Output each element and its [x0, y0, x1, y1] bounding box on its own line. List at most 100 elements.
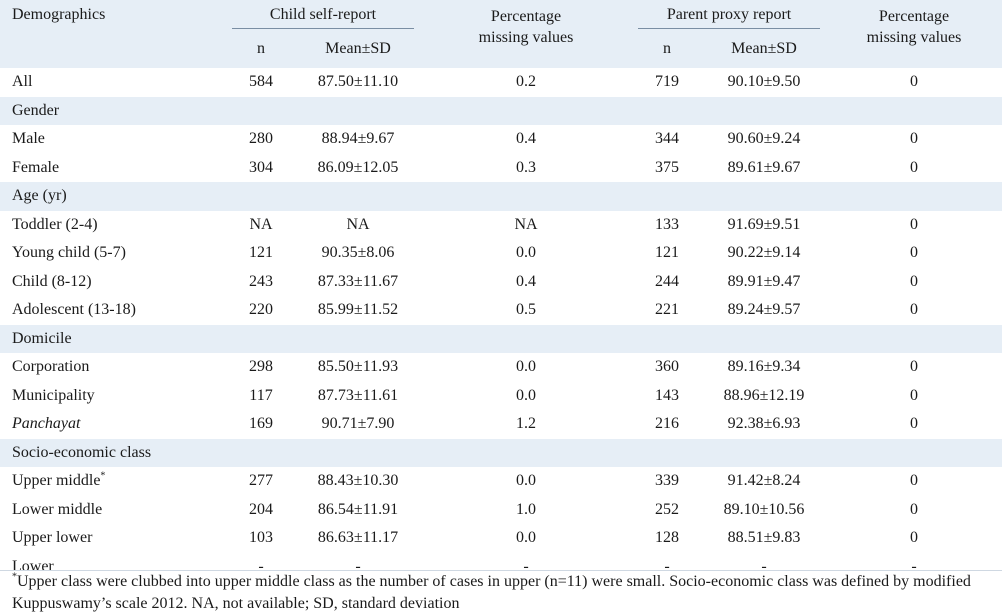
- cell-parent-percentage-missing: 0: [910, 500, 919, 518]
- header-demographics: Demographics: [0, 0, 226, 36]
- cell-child-n: 169: [249, 415, 273, 433]
- table-row: Adolescent (13-18) 220 85.99±11.52 0.5 221 89…: [0, 296, 1002, 325]
- cell-parent-percentage-missing: 0: [910, 244, 919, 262]
- cell-child-mean-sd: 88.43±10.30: [317, 472, 399, 490]
- cell-parent-mean-sd: 92.38±6.93: [727, 415, 801, 433]
- header-child-n: n: [226, 36, 296, 68]
- footnote: *Upper class were clubbed into upper mid…: [12, 571, 997, 615]
- table-header: Demographics Child self-report Percentag…: [0, 0, 1002, 68]
- cell-child-n: 243: [249, 272, 273, 290]
- cell-child-mean-sd: 88.94±9.67: [321, 130, 395, 148]
- row-label-text: Upper lower: [12, 529, 93, 547]
- footnote-divider: [0, 570, 1002, 571]
- header-pct-line1: Percentage: [878, 8, 950, 25]
- cell-child-n: 584: [249, 73, 273, 91]
- header-parent-mean-sd: Mean±SD: [702, 36, 827, 68]
- cell-parent-percentage-missing: 0: [910, 73, 919, 91]
- cell-child-percentage-missing: 0.5: [516, 301, 537, 319]
- cell-parent-mean-sd: 89.61±9.67: [727, 158, 801, 176]
- header-parent-proxy-report-label: Parent proxy report: [638, 6, 821, 29]
- cell-child-mean-sd: NA: [346, 215, 370, 233]
- cell-child-mean-sd: 85.50±11.93: [317, 358, 399, 376]
- table-row: Panchayat 169 90.71±7.90 1.2 216 92.38±6.93 0: [0, 410, 1002, 439]
- section-row: Age (yr): [0, 182, 1002, 211]
- row-label: Lower middle: [0, 496, 226, 525]
- cell-parent-n: 221: [655, 301, 680, 319]
- table-row: Young child (5-7) 121 90.35±8.06 0.0 121 90.2…: [0, 239, 1002, 268]
- cell-parent-n: 252: [655, 500, 680, 518]
- cell-parent-percentage-missing: 0: [910, 301, 919, 319]
- cell-parent-percentage-missing: 0: [910, 358, 919, 376]
- cell-child-n: 121: [249, 244, 273, 262]
- row-label-text: All: [12, 73, 33, 91]
- cell-child-n: NA: [249, 215, 273, 233]
- cell-child-n: -: [258, 557, 264, 575]
- cell-parent-n: 344: [655, 130, 680, 148]
- cell-parent-percentage-missing: 0: [910, 215, 919, 233]
- cell-child-percentage-missing: 0.3: [516, 158, 537, 176]
- row-label: Upper middle*: [0, 467, 226, 496]
- header-parent-percentage-missing: Percentage missing values: [826, 0, 1002, 68]
- cell-child-n: 220: [249, 301, 273, 319]
- cell-child-n: 117: [249, 386, 273, 404]
- row-label-text: Female: [12, 158, 60, 176]
- cell-parent-mean-sd: 91.69±9.51: [727, 215, 801, 233]
- row-label: Child (8-12): [0, 268, 226, 297]
- row-label-text: Toddler (2-4): [12, 215, 98, 233]
- header-pct-line2: missing values: [866, 29, 962, 46]
- table-row: Child (8-12) 243 87.33±11.67 0.4 244 89.91±9.…: [0, 268, 1002, 297]
- row-label-text: Corporation: [12, 358, 90, 376]
- cell-parent-n: 128: [655, 529, 680, 547]
- section-label: Domicile: [0, 324, 1002, 353]
- cell-child-n: 103: [249, 529, 273, 547]
- cell-parent-n: 339: [655, 472, 680, 490]
- cell-child-mean-sd: 85.99±11.52: [317, 301, 399, 319]
- cell-child-percentage-missing: 0.2: [516, 73, 537, 91]
- cell-parent-n: 121: [655, 244, 680, 262]
- section-row: Domicile: [0, 324, 1002, 353]
- cell-child-percentage-missing: -: [523, 557, 529, 575]
- header-parent-proxy-report: Parent proxy report: [632, 0, 827, 36]
- cell-child-mean-sd: 87.73±11.61: [317, 386, 399, 404]
- row-label-text: Adolescent (13-18): [12, 301, 136, 319]
- header-pct-line1: Percentage: [490, 8, 562, 25]
- cell-parent-percentage-missing: 0: [910, 386, 919, 404]
- row-label-text: Child (8-12): [12, 272, 92, 290]
- row-label: Young child (5-7): [0, 239, 226, 268]
- cell-child-percentage-missing: 0.0: [516, 358, 537, 376]
- row-label: Corporation: [0, 353, 226, 382]
- demographics-table: Demographics Child self-report Percentag…: [0, 0, 1002, 581]
- cell-parent-mean-sd: 88.96±12.19: [723, 386, 805, 404]
- cell-parent-n: 216: [655, 415, 680, 433]
- cell-child-n: 304: [249, 158, 273, 176]
- row-label: Male: [0, 125, 226, 154]
- table-row: Toddler (2-4) NA NA NA 133 91.69±9.51 0: [0, 211, 1002, 240]
- section-row: Socio-economic class: [0, 438, 1002, 467]
- row-label: All: [0, 68, 226, 97]
- cell-parent-mean-sd: 88.51±9.83: [727, 529, 801, 547]
- cell-parent-percentage-missing: 0: [910, 158, 919, 176]
- cell-child-mean-sd: 87.50±11.10: [317, 73, 399, 91]
- cell-child-mean-sd: 87.33±11.67: [317, 272, 399, 290]
- row-label: Adolescent (13-18): [0, 296, 226, 325]
- table-body: All 584 87.50±11.10 0.2 719 90.10±9.50 0 Gender…: [0, 68, 1002, 581]
- row-label: Municipality: [0, 382, 226, 411]
- cell-child-mean-sd: 90.71±7.90: [321, 415, 395, 433]
- row-label: Female: [0, 154, 226, 183]
- cell-parent-mean-sd: 90.60±9.24: [727, 130, 801, 148]
- cell-child-n: 280: [249, 130, 273, 148]
- cell-parent-mean-sd: 90.10±9.50: [727, 73, 801, 91]
- cell-parent-mean-sd: 89.24±9.57: [727, 301, 801, 319]
- cell-parent-percentage-missing: -: [911, 557, 917, 575]
- table-row: Municipality 117 87.73±11.61 0.0 143 88.96±12…: [0, 382, 1002, 411]
- cell-child-percentage-missing: 1.0: [516, 500, 537, 518]
- table-row: Female 304 86.09±12.05 0.3 375 89.61±9.67 0: [0, 154, 1002, 183]
- cell-parent-n: -: [664, 557, 670, 575]
- cell-parent-mean-sd: 89.10±10.56: [723, 500, 805, 518]
- cell-child-percentage-missing: NA: [514, 215, 538, 233]
- cell-parent-percentage-missing: 0: [910, 472, 919, 490]
- cell-parent-mean-sd: 89.91±9.47: [727, 272, 801, 290]
- header-child-self-report-label: Child self-report: [232, 6, 415, 29]
- cell-parent-n: 719: [655, 73, 680, 91]
